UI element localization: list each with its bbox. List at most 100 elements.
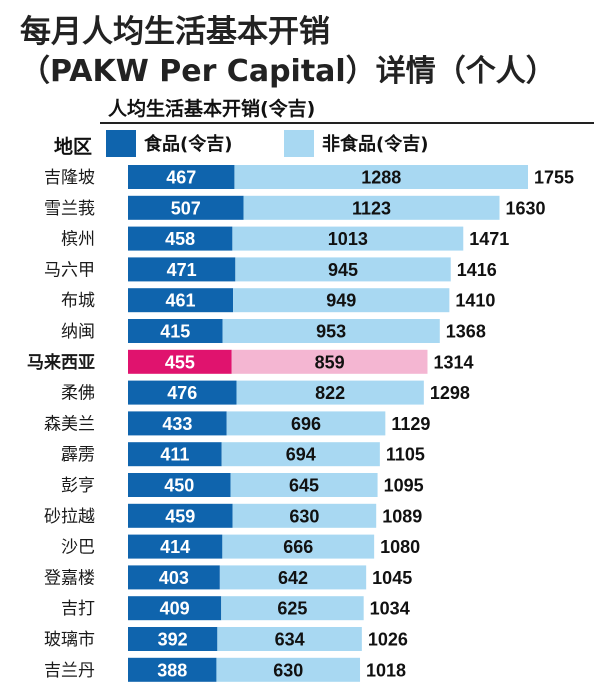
data-label-food: 388 bbox=[157, 660, 187, 680]
data-label-total: 1755 bbox=[534, 168, 574, 188]
bar-nonfood bbox=[232, 503, 377, 528]
region-label: 布城 bbox=[61, 291, 95, 311]
bar-nonfood bbox=[226, 411, 386, 436]
data-label-total: 1095 bbox=[384, 476, 424, 496]
bar-nonfood bbox=[216, 657, 361, 682]
bar-food bbox=[128, 257, 236, 282]
legend-swatch-nonfood bbox=[284, 129, 314, 157]
bar-food bbox=[128, 226, 233, 251]
bar-nonfood bbox=[243, 195, 500, 220]
bar-food bbox=[128, 657, 217, 682]
legend-entry-nonfood: 非食品(令吉) bbox=[284, 128, 428, 158]
bar-nonfood bbox=[221, 442, 380, 467]
data-label-total: 1630 bbox=[506, 198, 546, 218]
data-label-nonfood: 630 bbox=[273, 660, 303, 680]
region-label: 沙巴 bbox=[61, 538, 95, 558]
data-label-total: 1298 bbox=[430, 383, 470, 403]
data-label-nonfood: 694 bbox=[286, 445, 316, 465]
data-label-food: 433 bbox=[162, 414, 192, 434]
region-label: 森美兰 bbox=[44, 414, 95, 434]
region-label: 砂拉越 bbox=[44, 507, 95, 527]
data-label-nonfood: 634 bbox=[275, 630, 305, 650]
region-label: 柔佛 bbox=[61, 384, 95, 404]
data-label-nonfood: 625 bbox=[277, 599, 307, 619]
data-label-food: 411 bbox=[160, 445, 189, 465]
data-label-total: 1410 bbox=[455, 291, 495, 311]
data-label-food: 414 bbox=[160, 537, 190, 557]
bar-nonfood bbox=[233, 288, 450, 313]
bar-food bbox=[128, 319, 223, 343]
data-label-total: 1314 bbox=[433, 352, 473, 372]
data-label-nonfood: 630 bbox=[289, 506, 319, 526]
bar-nonfood bbox=[219, 565, 367, 590]
bar-nonfood bbox=[221, 596, 364, 621]
region-label: 纳闽 bbox=[61, 322, 95, 342]
region-label: 吉隆坡 bbox=[44, 168, 95, 188]
chart-title-line2: （PAKW Per Capital）详情（个人） bbox=[20, 54, 556, 89]
data-label-nonfood: 945 bbox=[328, 260, 358, 280]
region-label: 登嘉楼 bbox=[44, 568, 95, 588]
data-label-food: 455 bbox=[165, 352, 195, 372]
bar-nonfood bbox=[222, 534, 375, 559]
data-label-total: 1080 bbox=[380, 537, 420, 557]
data-label-nonfood: 953 bbox=[316, 322, 346, 342]
data-label-total: 1416 bbox=[457, 260, 497, 280]
bar-food bbox=[128, 165, 235, 189]
data-label-nonfood: 666 bbox=[283, 537, 313, 557]
bar-nonfood bbox=[232, 226, 464, 251]
bar-food bbox=[128, 565, 220, 590]
legend-swatch-food bbox=[106, 129, 136, 157]
data-label-total: 1026 bbox=[368, 630, 408, 650]
data-label-nonfood: 1288 bbox=[361, 168, 401, 188]
region-label: 雪兰莪 bbox=[44, 199, 95, 219]
region-label: 马来西亚 bbox=[27, 352, 95, 373]
bar-nonfood bbox=[230, 473, 378, 497]
bar-nonfood bbox=[231, 349, 428, 374]
data-label-nonfood: 645 bbox=[289, 476, 319, 496]
bar-food bbox=[128, 411, 227, 436]
data-label-nonfood: 859 bbox=[315, 352, 345, 372]
bar-food bbox=[128, 596, 222, 621]
data-label-food: 409 bbox=[160, 599, 190, 619]
bar-food bbox=[128, 627, 218, 651]
data-label-food: 507 bbox=[171, 198, 201, 218]
region-label: 吉打 bbox=[61, 599, 95, 619]
data-label-food: 415 bbox=[160, 322, 190, 342]
data-label-food: 461 bbox=[166, 291, 196, 311]
bar-food bbox=[128, 534, 223, 559]
data-label-food: 450 bbox=[164, 476, 194, 496]
chart-subtitle: 人均生活基本开销(令吉) bbox=[108, 98, 316, 120]
region-label: 吉兰丹 bbox=[44, 661, 95, 681]
data-label-food: 476 bbox=[167, 383, 197, 403]
bar-food bbox=[128, 473, 231, 497]
data-label-food: 458 bbox=[165, 229, 195, 249]
bar-food bbox=[128, 442, 222, 467]
data-label-nonfood: 1123 bbox=[352, 198, 391, 218]
region-label: 马六甲 bbox=[44, 260, 95, 280]
subtitle-divider bbox=[100, 122, 594, 124]
bar-food bbox=[128, 288, 234, 313]
bar-food bbox=[128, 503, 233, 528]
data-label-total: 1129 bbox=[391, 414, 430, 434]
chart-title-line1: 每月人均生活基本开销 bbox=[20, 14, 330, 50]
region-label: 槟州 bbox=[61, 230, 95, 250]
bar-nonfood bbox=[222, 319, 440, 343]
data-label-total: 1034 bbox=[370, 599, 410, 619]
region-label: 玻璃市 bbox=[44, 630, 95, 650]
bar-food bbox=[128, 380, 237, 405]
data-label-total: 1368 bbox=[446, 322, 486, 342]
region-label: 彭亨 bbox=[61, 476, 95, 496]
data-label-nonfood: 822 bbox=[315, 383, 345, 403]
data-label-total: 1089 bbox=[382, 506, 422, 526]
data-label-nonfood: 696 bbox=[291, 414, 321, 434]
data-label-nonfood: 949 bbox=[326, 291, 356, 311]
data-label-food: 403 bbox=[159, 568, 189, 588]
legend-label-nonfood: 非食品(令吉) bbox=[322, 134, 429, 155]
data-label-total: 1045 bbox=[372, 568, 412, 588]
legend-label-food: 食品(令吉) bbox=[144, 134, 233, 155]
data-label-food: 392 bbox=[158, 630, 188, 650]
bar-nonfood bbox=[234, 165, 528, 189]
data-label-food: 459 bbox=[165, 506, 195, 526]
legend-entry-food: 食品(令吉) bbox=[106, 128, 232, 158]
